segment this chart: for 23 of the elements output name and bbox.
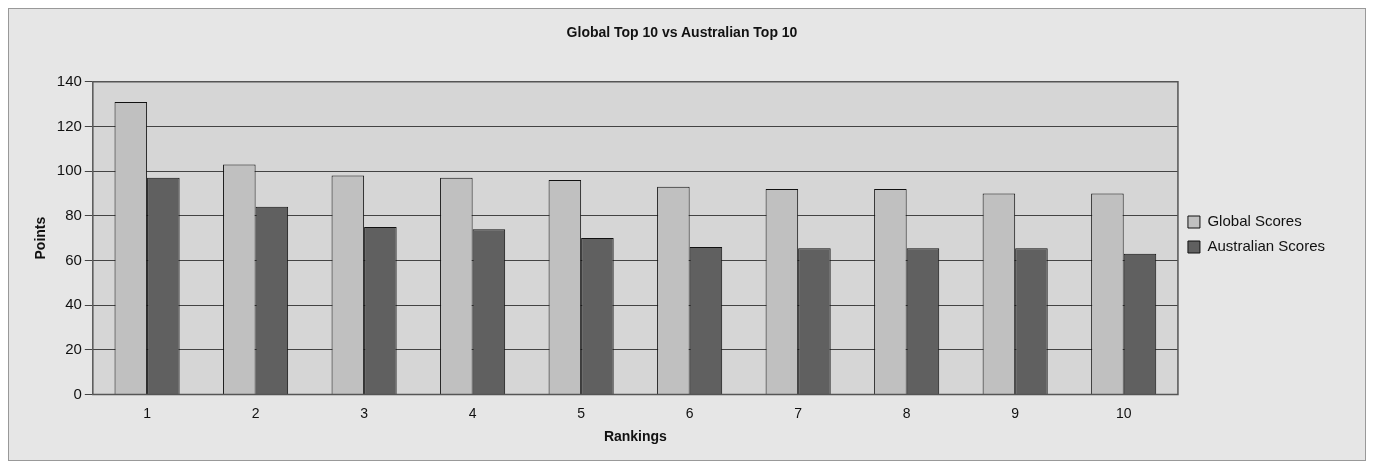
legend-label: Australian Scores xyxy=(1207,237,1326,255)
legend-label: Global Scores xyxy=(1207,212,1302,230)
x-tick-label: 1 xyxy=(143,404,152,421)
x-tick-label: 9 xyxy=(1011,404,1020,421)
y-axis-title: Points xyxy=(32,216,49,260)
x-axis-title: Rankings xyxy=(603,428,668,445)
x-tick-label: 3 xyxy=(360,404,369,421)
x-tick-label: 6 xyxy=(685,404,694,421)
y-tick-label: 120 xyxy=(56,116,82,134)
x-tick-label: 8 xyxy=(902,404,911,421)
y-tick-label: 140 xyxy=(56,71,82,89)
x-tick-label: 7 xyxy=(794,404,803,421)
chart-title: Global Top 10 vs Australian Top 10 xyxy=(566,24,798,41)
y-tick-label: 40 xyxy=(65,295,82,313)
y-tick-label: 0 xyxy=(73,384,82,402)
y-tick-label: 100 xyxy=(56,161,82,179)
x-tick-label: 10 xyxy=(1115,404,1132,421)
y-tick-label: 60 xyxy=(65,250,82,268)
x-tick-label: 2 xyxy=(251,404,260,421)
x-tick-label: 4 xyxy=(468,404,477,421)
x-tick-label: 5 xyxy=(577,404,586,421)
y-tick-label: 20 xyxy=(65,339,82,357)
y-tick-label: 80 xyxy=(65,205,82,223)
